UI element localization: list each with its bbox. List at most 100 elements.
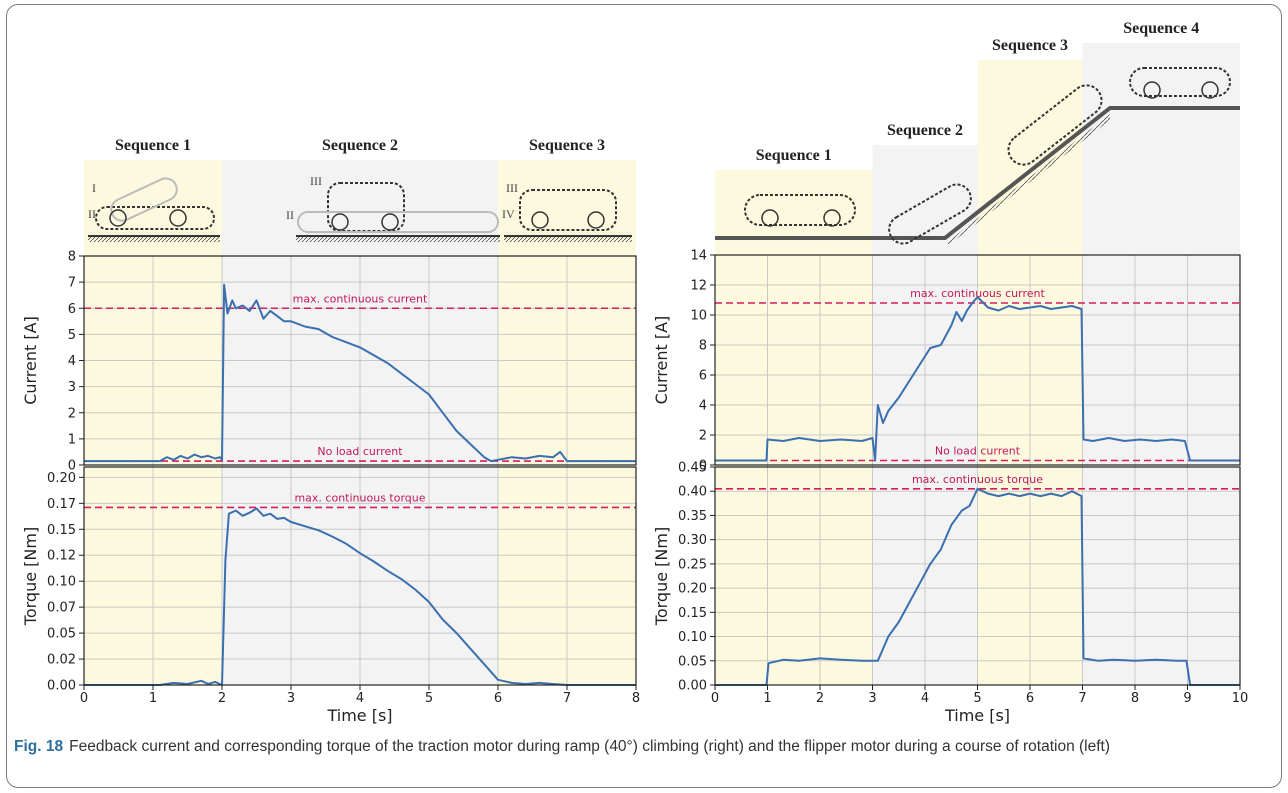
y-tick-label: 8 <box>68 250 76 265</box>
flipper-position-marker: III <box>310 174 322 188</box>
y-tick-label: 2 <box>68 406 76 421</box>
sequence-band <box>1082 43 1240 685</box>
data-series-line <box>715 296 1240 462</box>
x-tick-label: 3 <box>287 691 295 706</box>
data-series-line <box>715 487 1240 686</box>
x-tick-label: 7 <box>563 691 571 706</box>
y-tick-label: 0.45 <box>678 461 707 476</box>
wheel-icon <box>381 213 399 231</box>
y-tick-label: 6 <box>68 302 76 317</box>
wheel-icon <box>1201 81 1219 99</box>
x-tick-label: 1 <box>763 691 771 706</box>
data-series-line <box>84 507 636 686</box>
sequence-title: Sequence 3 <box>529 137 605 154</box>
sequence-title: Sequence 2 <box>887 122 963 139</box>
wheel-icon <box>169 209 187 227</box>
y-tick-label: 3 <box>68 380 76 395</box>
y-tick-label: 0.10 <box>47 575 76 590</box>
x-tick-label: 10 <box>1232 691 1249 706</box>
threshold-label: max. continuous torque <box>912 473 1043 486</box>
x-tick-label: 2 <box>218 691 226 706</box>
sequence-title: Sequence 1 <box>115 137 191 154</box>
threshold-label: No load current <box>935 445 1021 458</box>
y-tick-label: 10 <box>690 309 707 324</box>
y-tick-label: 6 <box>699 369 707 384</box>
y-tick-label: 8 <box>699 339 707 354</box>
flipper-position-marker: II <box>88 207 96 221</box>
robot-track <box>888 183 972 245</box>
x-tick-label: 0 <box>80 691 88 706</box>
y-tick-label: 0.07 <box>47 601 76 616</box>
sequence-title: Sequence 1 <box>756 147 832 164</box>
y-tick-label: 0.00 <box>678 679 707 694</box>
x-tick-label: 7 <box>1078 691 1086 706</box>
y-tick-label: 0.35 <box>678 509 707 524</box>
y-tick-label: 0.10 <box>678 630 707 645</box>
y-axis-label: Current [A] <box>21 316 40 405</box>
ramp-hatch <box>945 114 1110 244</box>
ground-hatch <box>296 236 500 242</box>
figure-caption: Fig. 18 Feedback current and correspondin… <box>14 736 1276 758</box>
y-tick-label: 0.20 <box>47 471 76 486</box>
x-tick-label: 5 <box>973 691 981 706</box>
panel-frame <box>714 254 1241 466</box>
data-series-line <box>84 283 636 463</box>
sequence-title: Sequence 3 <box>992 37 1068 54</box>
y-tick-label: 0 <box>68 459 76 474</box>
ground-hatch <box>504 236 632 242</box>
y-tick-label: 7 <box>68 276 76 291</box>
y-axis-label: Torque [Nm] <box>652 527 671 626</box>
x-tick-label: 4 <box>356 691 364 706</box>
x-tick-label: 9 <box>1183 691 1191 706</box>
ramp-profile <box>715 106 1240 240</box>
y-axis-label: Current [A] <box>652 316 671 405</box>
wheel-icon <box>587 211 605 229</box>
wheel-icon <box>1143 81 1161 99</box>
flipper-ghost <box>110 177 178 222</box>
sequence-title: Sequence 4 <box>1123 20 1199 37</box>
x-tick-label: 6 <box>494 691 502 706</box>
y-tick-label: 0.05 <box>47 627 76 642</box>
wheel-icon <box>823 209 841 227</box>
y-tick-label: 0.25 <box>678 557 707 572</box>
y-tick-label: 4 <box>68 354 76 369</box>
y-tick-label: 4 <box>699 399 707 414</box>
x-tick-label: 6 <box>1026 691 1034 706</box>
y-tick-label: 0.02 <box>47 653 76 668</box>
ground-hatch <box>88 236 220 242</box>
y-tick-label: 0.20 <box>678 582 707 597</box>
x-tick-label: 1 <box>149 691 157 706</box>
y-tick-label: 5 <box>68 328 76 343</box>
x-tick-label: 5 <box>425 691 433 706</box>
robot-track <box>744 194 856 226</box>
y-tick-label: 0 <box>699 459 707 474</box>
flipper-position-marker: I <box>92 181 96 195</box>
x-tick-label: 3 <box>868 691 876 706</box>
flipper-position-marker: II <box>286 208 294 222</box>
robot-track <box>327 182 405 232</box>
y-tick-label: 0.15 <box>47 523 76 538</box>
wheel-icon <box>761 209 779 227</box>
robot-track <box>1007 84 1103 166</box>
panel-frame <box>83 255 637 466</box>
threshold-label: max. continuous torque <box>294 491 425 504</box>
y-tick-label: 0.17 <box>47 497 76 512</box>
y-tick-label: 0.30 <box>678 533 707 548</box>
x-tick-label: 8 <box>1131 691 1139 706</box>
flipper-position-marker: III <box>506 181 518 195</box>
threshold-label: No load current <box>317 445 403 458</box>
sequence-band <box>715 170 873 685</box>
x-tick-label: 0 <box>711 691 719 706</box>
x-axis-label: Time [s] <box>944 706 1010 725</box>
y-tick-label: 0.05 <box>678 654 707 669</box>
flipper-ghost <box>297 211 499 233</box>
y-tick-label: 12 <box>690 279 707 294</box>
threshold-label: max. continuous current <box>293 292 428 305</box>
wheel-icon <box>331 213 349 231</box>
y-tick-label: 1 <box>68 432 76 447</box>
x-tick-label: 4 <box>921 691 929 706</box>
y-tick-label: 0.40 <box>678 485 707 500</box>
sequence-title: Sequence 2 <box>322 137 398 154</box>
robot-track <box>1129 67 1231 97</box>
